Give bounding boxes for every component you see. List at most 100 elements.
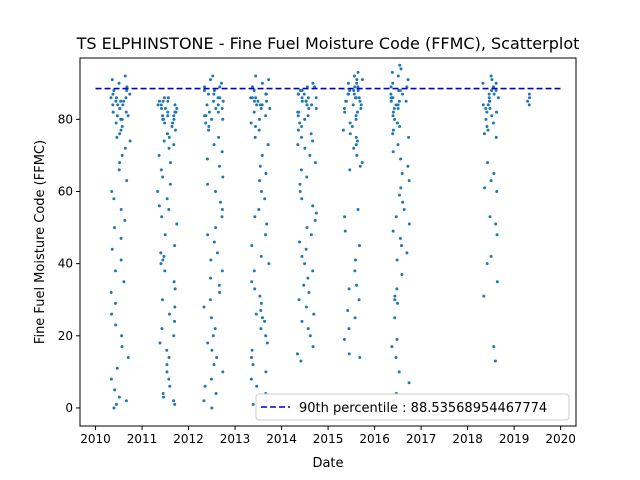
data-point <box>488 215 492 219</box>
data-point <box>264 92 268 96</box>
data-point <box>342 107 346 111</box>
data-point <box>250 244 254 248</box>
data-point <box>204 121 208 125</box>
data-point <box>167 355 171 359</box>
x-tick-label: 2014 <box>266 432 297 446</box>
data-point <box>159 251 163 255</box>
data-point <box>170 125 174 129</box>
data-point <box>209 377 213 381</box>
data-point <box>353 269 357 273</box>
data-point <box>407 222 411 226</box>
data-point <box>394 355 398 359</box>
data-point <box>355 78 359 82</box>
data-point <box>396 301 400 305</box>
data-point <box>126 114 130 118</box>
data-point <box>258 164 262 168</box>
data-point <box>394 103 398 107</box>
x-tick-label: 2015 <box>313 432 344 446</box>
data-point <box>307 107 311 111</box>
data-point <box>491 121 495 125</box>
data-point <box>357 244 361 248</box>
data-point <box>114 121 118 125</box>
data-point <box>114 99 118 103</box>
data-point <box>117 81 121 85</box>
data-point <box>299 168 303 172</box>
data-point <box>217 283 221 287</box>
data-point <box>389 99 393 103</box>
data-point <box>115 135 119 139</box>
data-point <box>212 88 216 92</box>
data-point <box>407 135 411 139</box>
data-point <box>347 327 351 331</box>
data-point <box>163 233 167 237</box>
data-point <box>350 125 354 129</box>
data-point <box>206 92 210 96</box>
data-point <box>359 103 363 107</box>
data-point <box>264 114 268 118</box>
data-point <box>487 92 491 96</box>
data-point <box>481 81 485 85</box>
data-point <box>165 348 169 352</box>
data-point <box>221 175 225 179</box>
data-point <box>304 305 308 309</box>
data-point <box>114 96 118 100</box>
data-point <box>173 287 177 291</box>
data-point <box>207 125 211 129</box>
data-point <box>300 125 304 129</box>
data-point <box>396 107 400 111</box>
data-point <box>485 125 489 129</box>
data-point <box>122 99 126 103</box>
data-point <box>527 92 531 96</box>
data-point <box>356 139 359 143</box>
data-point <box>489 254 493 258</box>
data-point <box>309 132 313 136</box>
data-point <box>400 272 404 276</box>
data-point <box>173 305 177 309</box>
data-point <box>356 85 360 89</box>
data-point <box>162 96 166 100</box>
data-point <box>175 222 179 226</box>
x-tick-label: 2012 <box>173 432 204 446</box>
data-point <box>389 85 393 89</box>
data-point <box>265 222 269 226</box>
data-point <box>156 103 160 107</box>
data-point <box>484 117 488 121</box>
data-point <box>302 92 306 96</box>
data-point <box>347 287 351 291</box>
data-point <box>397 88 401 92</box>
data-point <box>214 226 218 230</box>
data-point <box>159 168 163 172</box>
y-tick-label: 20 <box>58 329 73 343</box>
data-point <box>496 96 500 100</box>
data-point <box>484 107 488 111</box>
data-point <box>220 269 224 273</box>
data-point <box>343 110 347 114</box>
data-point <box>165 132 169 136</box>
data-point <box>352 88 356 92</box>
data-point <box>117 395 121 399</box>
data-point <box>213 327 217 331</box>
data-point <box>355 283 359 287</box>
data-point <box>202 305 206 309</box>
data-point <box>249 355 253 359</box>
data-point <box>305 103 309 107</box>
data-point <box>307 291 311 295</box>
data-point <box>120 345 124 349</box>
data-point <box>404 99 408 103</box>
data-point <box>397 370 401 374</box>
data-point <box>206 341 210 345</box>
data-point <box>214 107 218 111</box>
data-point <box>212 240 216 244</box>
data-point <box>161 114 165 118</box>
data-point <box>390 70 394 74</box>
data-point <box>251 402 255 406</box>
y-tick-label: 40 <box>58 257 73 271</box>
data-point <box>215 355 219 359</box>
data-point <box>207 110 211 114</box>
data-point <box>302 283 306 287</box>
data-point <box>314 211 318 215</box>
data-point <box>482 294 486 298</box>
data-point <box>119 236 123 240</box>
data-point <box>348 168 352 172</box>
data-point <box>157 153 161 157</box>
